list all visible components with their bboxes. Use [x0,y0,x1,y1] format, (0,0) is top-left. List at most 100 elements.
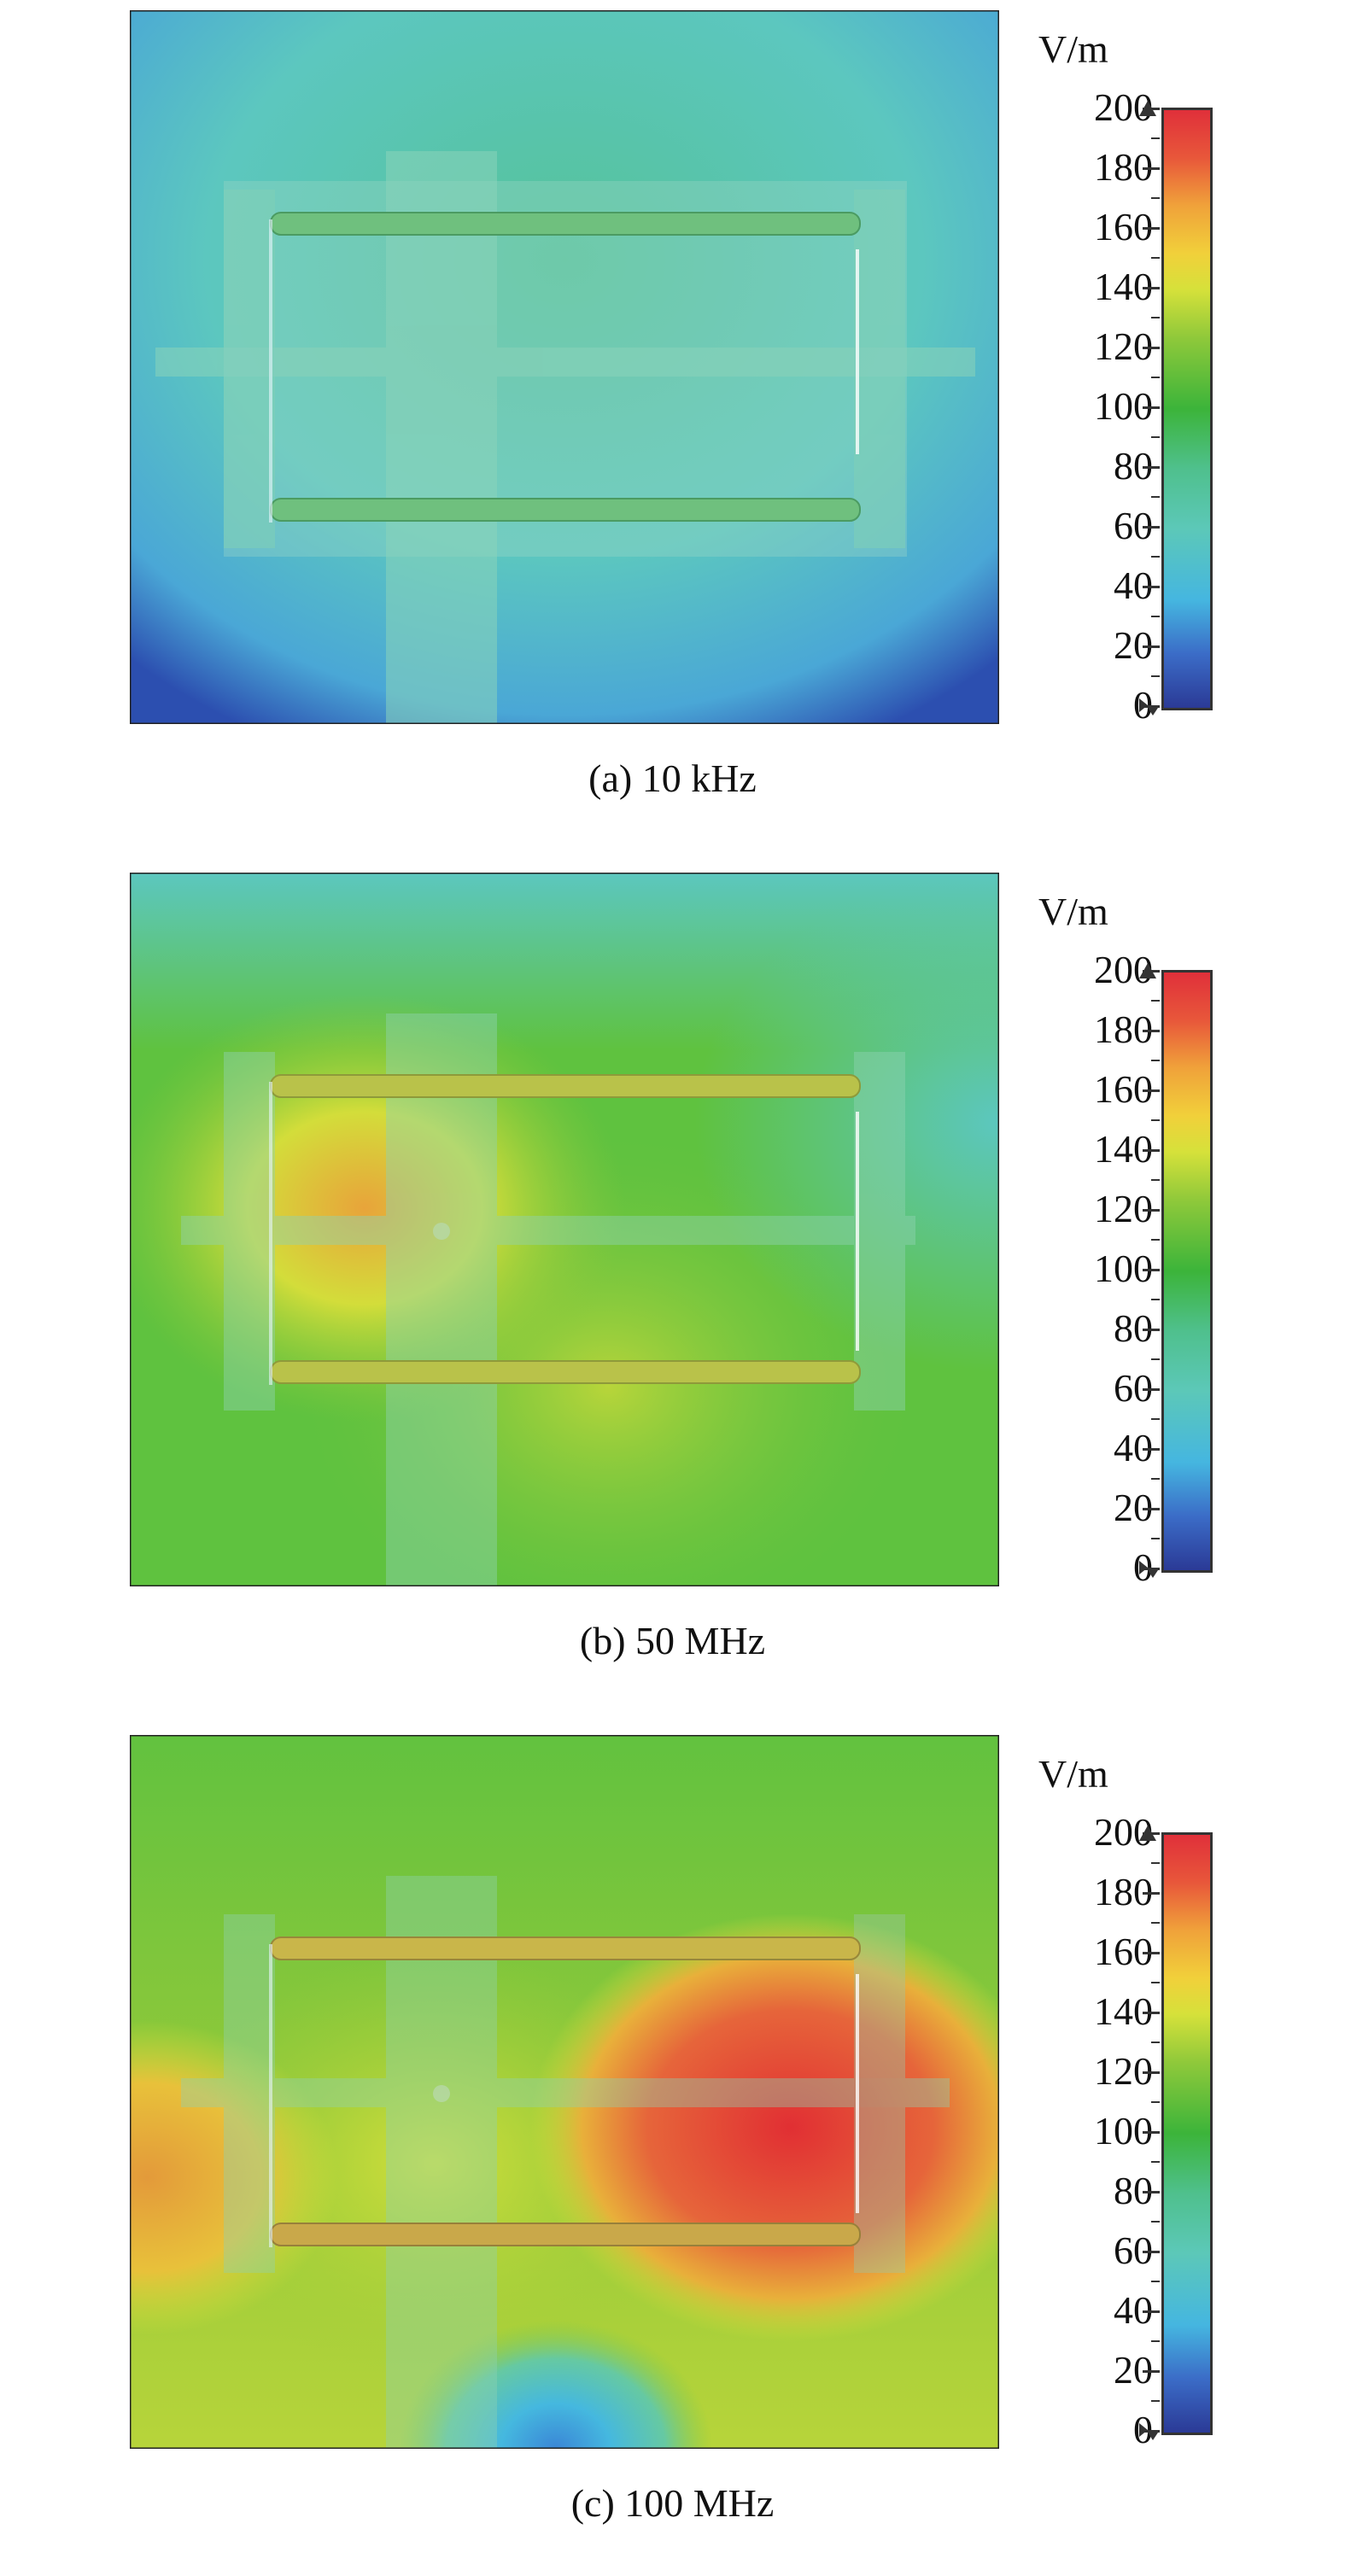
minor-tick [1151,1000,1160,1002]
tick-mark [1143,167,1160,170]
colorbar-gradient [1161,1832,1213,2435]
minor-tick [1151,2281,1160,2282]
minor-tick [1151,377,1160,378]
tick-mark [1143,227,1160,230]
tick-mark [1143,2131,1160,2134]
minor-tick [1151,1418,1160,1420]
tick-mark [1143,1952,1160,1954]
minor-tick [1151,675,1160,677]
tick-mark [1143,1269,1160,1271]
tick-label: 180 [1094,1870,1153,1913]
minor-tick [1151,2400,1160,2402]
minor-tick [1151,257,1160,259]
tick-label: 140 [1094,1127,1153,1171]
tick-label: 40 [1114,564,1153,607]
tick-label: 180 [1094,1008,1153,1051]
tick-label: 100 [1094,1247,1153,1290]
minor-tick [1151,616,1160,617]
minor-tick [1151,1239,1160,1241]
tick-mark [1143,1089,1160,1092]
field-map-a [130,10,999,724]
tick-label: 160 [1094,205,1153,248]
tick-label: 160 [1094,1930,1153,1973]
colorbar-unit-label: V/m [1038,27,1108,71]
tick-mark [1143,287,1160,289]
colorbar-ticks: 200 180 160 140 120 100 80 60 40 20 0 [1025,888,1332,1589]
colorbar-gradient [1161,970,1213,1573]
colorbar-a: V/m 200 180 160 140 120 100 80 60 40 20 … [1025,26,1332,727]
colorbar-b: V/m 200 180 160 140 120 100 80 60 40 20 … [1025,888,1332,1589]
max-marker-icon [1139,963,1156,978]
colorbar-unit-label: V/m [1038,890,1108,933]
colorbar-gradient [1161,108,1213,710]
tick-mark [1143,1329,1160,1331]
field-map-c [130,1735,999,2449]
minor-tick [1151,1478,1160,1480]
minor-tick [1151,317,1160,318]
min-marker-icon [1139,2423,1160,2440]
minor-tick [1151,197,1160,199]
tick-label: 200 [1094,948,1153,991]
tick-mark [1143,1149,1160,1152]
tick-label: 200 [1094,1810,1153,1854]
panel-caption: (a) 10 kHz [588,756,757,800]
panel-b: V/m 200 180 160 140 120 100 80 60 40 20 … [0,862,1345,1714]
tick-label: 20 [1114,623,1153,667]
tick-label: 140 [1094,265,1153,308]
tick-label: 80 [1114,444,1153,488]
tick-label: 60 [1114,504,1153,547]
max-marker-icon [1139,101,1156,116]
tick-mark [1143,586,1160,588]
tick-mark [1143,466,1160,469]
tick-label: 140 [1094,1989,1153,2033]
minor-tick [1151,1060,1160,1061]
panel-caption: (c) 100 MHz [570,2481,775,2525]
colorbar-ticks: 200 180 160 140 120 100 80 60 40 20 0 [1025,1750,1332,2451]
tick-mark [1143,1508,1160,1510]
minor-tick [1151,1299,1160,1300]
tick-mark [1143,2370,1160,2373]
min-marker-icon [1139,1561,1160,1578]
minor-tick [1151,2042,1160,2043]
tick-mark [1143,347,1160,349]
tick-label: 60 [1114,2228,1153,2272]
tick-label: 100 [1094,2109,1153,2153]
tick-label: 20 [1114,1486,1153,1529]
tick-mark [1143,2251,1160,2253]
tick-label: 60 [1114,1366,1153,1410]
minor-tick [1151,1358,1160,1360]
tick-label: 160 [1094,1067,1153,1111]
tick-label: 100 [1094,384,1153,428]
min-marker-icon [1139,698,1160,716]
colorbar-unit-label: V/m [1038,1752,1108,1796]
minor-tick [1151,1922,1160,1924]
tick-label: 200 [1094,85,1153,129]
minor-tick [1151,2161,1160,2163]
panel-c: V/m 200 180 160 140 120 100 80 60 40 20 … [0,1725,1345,2576]
tick-label: 120 [1094,1187,1153,1230]
tick-mark [1143,2310,1160,2313]
minor-tick [1151,1179,1160,1181]
tick-label: 120 [1094,2049,1153,2093]
tick-label: 40 [1114,2288,1153,2332]
tick-mark [1143,645,1160,648]
minor-tick [1151,496,1160,498]
minor-tick [1151,1119,1160,1121]
tick-mark [1143,1448,1160,1451]
tick-mark [1143,1030,1160,1032]
tick-mark [1143,1892,1160,1895]
tick-mark [1143,2012,1160,2014]
minor-tick [1151,1538,1160,1539]
minor-tick [1151,556,1160,558]
tick-mark [1143,2191,1160,2193]
field-map-b [130,873,999,1586]
tick-mark [1143,406,1160,409]
tick-label: 180 [1094,145,1153,189]
max-marker-icon [1139,1825,1156,1841]
panel-a: V/m 200 180 160 140 120 100 80 60 40 20 … [0,0,1345,851]
panel-caption: (b) 50 MHz [579,1619,766,1662]
minor-tick [1151,137,1160,139]
minor-tick [1151,2221,1160,2223]
tick-mark [1143,2071,1160,2074]
minor-tick [1151,2340,1160,2342]
